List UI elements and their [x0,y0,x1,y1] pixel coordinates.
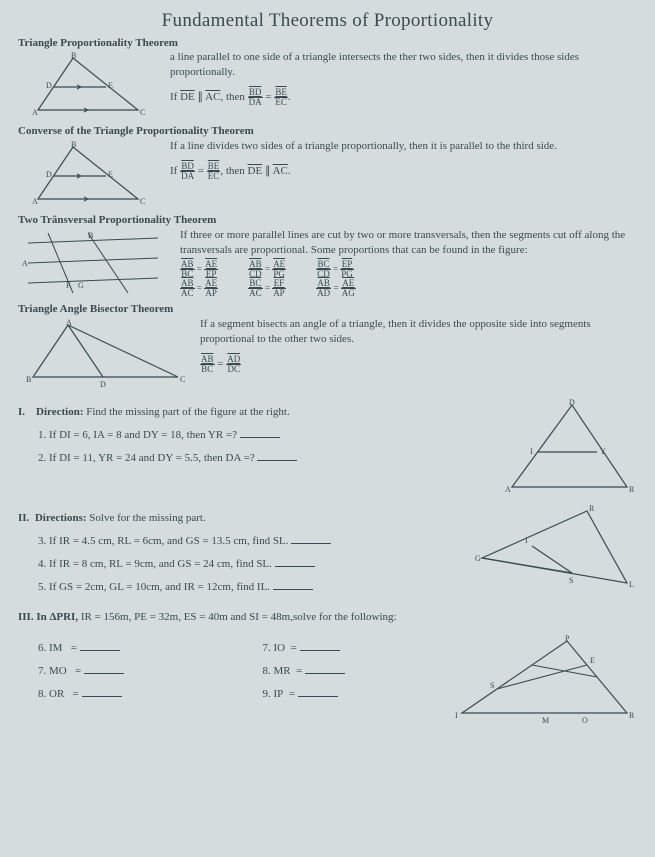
theorem3-block: A B F G If three or more parallel lines … [18,228,637,298]
svg-text:I: I [525,536,528,545]
svg-text:P: P [565,634,570,643]
svg-text:G: G [78,281,84,290]
question-8: 8. OR = [38,687,213,702]
triangle-diagram-1: A B C D E [18,50,158,120]
question-7: 7. MO = [38,664,213,679]
svg-text:E: E [590,656,595,665]
svg-text:D: D [100,380,106,387]
part1-direction-text: Find the missing part of the figure at t… [83,406,289,418]
svg-text:D: D [46,81,52,90]
part2-figure: G R L S I [467,503,637,593]
question-8b: 8. MR = [263,664,438,679]
svg-text:R: R [589,504,595,513]
theorem2-text: If a line divides two sides of a triangl… [170,139,637,154]
svg-text:C: C [180,375,185,384]
part2-label: II. [18,512,29,524]
svg-text:G: G [475,554,481,563]
svg-text:C: C [140,108,145,117]
part3-figure: P I R M O S E [447,633,637,723]
svg-text:S: S [569,576,573,585]
theorem1-header: Triangle Proportionality Theorem [18,36,637,51]
svg-text:A: A [32,197,38,206]
theorem4-formula: ABBC = ADDC [200,355,637,374]
question-5: 5. If GS = 2cm, GL = 10cm, and IR = 12cm… [38,580,457,595]
question-1: 1. If DI = 6, IA = 8 and DY = 18, then Y… [38,428,487,443]
question-9: 9. IP = [263,687,438,702]
theorem1-text: a line parallel to one side of a triangl… [170,50,637,80]
svg-text:Y: Y [600,447,606,456]
svg-text:D: D [46,170,52,179]
svg-text:S: S [490,681,494,690]
theorem3-proportions: ABBC = AEEP ABAC = AEAP ABCD = AEPG BCAC… [180,260,637,298]
svg-text:C: C [140,197,145,206]
svg-text:A: A [22,259,28,268]
theorem2-block: A B C D E If a line divides two sides of… [18,139,637,209]
transversal-diagram: A B F G [18,228,168,298]
part2-direction-label: Directions: [35,512,87,524]
svg-text:O: O [582,716,588,723]
svg-text:L: L [629,580,634,589]
svg-text:M: M [542,716,549,723]
triangle-diagram-2: A B C D E [18,139,158,209]
svg-text:A: A [505,485,511,494]
theorem4-header: Triangle Angle Bisector Theorem [18,302,637,317]
part2-direction-text: Solve for the missing part. [87,512,206,524]
theorem4-text: If a segment bisects an angle of a trian… [200,317,637,347]
svg-text:I: I [530,447,533,456]
svg-text:R: R [629,711,635,720]
svg-text:B: B [71,140,76,149]
svg-text:I: I [455,711,458,720]
theorem2-formula: If BDDA = BEEC, then DE ∥ AC. [170,162,637,181]
theorem4-block: A B C D If a segment bisects an angle of… [18,317,637,387]
part1-figure: D A R I Y [497,397,637,497]
question-6: 6. IM = [38,641,213,656]
theorem2-header: Converse of the Triangle Proportionality… [18,124,637,139]
part1-label: I. [18,406,25,418]
part1-direction-label: Direction: [36,406,83,418]
svg-text:B: B [88,231,93,240]
svg-text:B: B [26,375,31,384]
theorem1-block: A B C D E a line parallel to one side of… [18,50,637,120]
question-7b: 7. IO = [263,641,438,656]
question-2: 2. If DI = 11, YR = 24 and DY = 5.5, the… [38,451,487,466]
part3-intro: III. In ΔPRI, IR = 156m, PE = 32m, ES = … [18,610,637,625]
page-title: Fundamental Theorems of Proportionality [18,8,637,34]
bisector-diagram: A B C D [18,317,188,387]
question-3: 3. If IR = 4.5 cm, RL = 6cm, and GS = 13… [38,534,457,549]
theorem3-header: Two Trânsversal Proportionality Theorem [18,213,637,228]
svg-text:A: A [66,318,72,327]
question-4: 4. If IR = 8 cm, RL = 9cm, and GS = 24 c… [38,557,457,572]
svg-text:F: F [66,281,71,290]
svg-text:A: A [32,108,38,117]
svg-text:B: B [71,51,76,60]
svg-text:R: R [629,485,635,494]
svg-text:E: E [108,81,113,90]
svg-text:E: E [108,170,113,179]
theorem1-formula: If DE ∥ AC, then BDDA = BEEC. [170,88,637,107]
theorem3-text: If three or more parallel lines are cut … [180,228,637,258]
svg-text:D: D [569,398,575,407]
